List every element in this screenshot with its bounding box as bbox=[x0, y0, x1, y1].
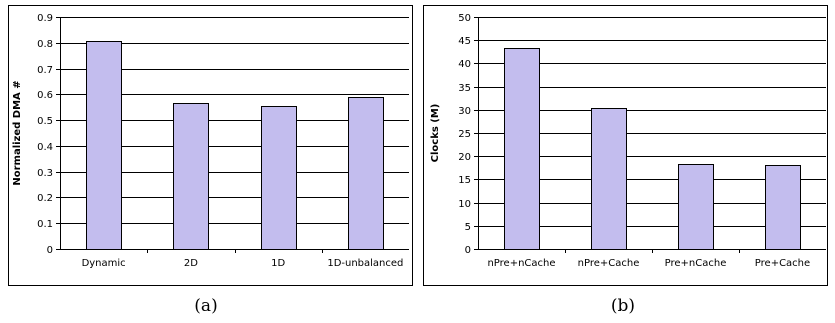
x-tick-label: Pre+nCache bbox=[665, 258, 727, 269]
bar-2d bbox=[173, 103, 209, 250]
y-tick-label: 0.2 bbox=[37, 193, 53, 204]
bar-npre-ncache bbox=[504, 48, 540, 250]
panel-caption: (a) bbox=[194, 296, 217, 316]
chart-a: 0 0.1 0.2 0.3 0.4 0.5 0.6 0.7 0.8 0.9 Dynamic 2D 1D 1… bbox=[8, 5, 413, 316]
bar-1d bbox=[261, 106, 297, 250]
y-tick-label: 0.7 bbox=[37, 65, 53, 76]
bar-1d-unbalanced bbox=[348, 97, 384, 250]
x-tick-label: 1D bbox=[271, 258, 285, 269]
panel-caption: (b) bbox=[611, 296, 635, 316]
chart-panel-b: 0 5 10 15 20 25 30 35 40 45 50 nPre+nCache nPre+Cach… bbox=[418, 0, 835, 323]
y-tick-label: 50 bbox=[458, 13, 471, 24]
x-tick-label: Pre+Cache bbox=[755, 258, 810, 269]
chart-panel-a: 0 0.1 0.2 0.3 0.4 0.5 0.6 0.7 0.8 0.9 Dynamic 2D 1D 1… bbox=[8, 5, 413, 316]
bar-npre-cache bbox=[591, 108, 627, 250]
x-tick-label: Dynamic bbox=[82, 258, 126, 269]
y-axis-title: Clocks (M) bbox=[430, 104, 441, 163]
bar-pre-cache bbox=[765, 165, 801, 250]
y-tick-label: 0.3 bbox=[37, 168, 53, 179]
y-tick-label: 0 bbox=[465, 245, 471, 256]
y-tick-label: 30 bbox=[458, 106, 471, 117]
x-tick-label: 1D-unbalanced bbox=[327, 258, 403, 269]
y-tick-label: 0.1 bbox=[37, 219, 53, 230]
y-tick-label: 10 bbox=[458, 199, 471, 210]
y-axis-title: Normalized DMA # bbox=[12, 80, 23, 185]
y-tick-label: 15 bbox=[458, 175, 471, 186]
chart-frame bbox=[8, 5, 413, 286]
chart-frame bbox=[423, 5, 828, 286]
x-tick-label: nPre+Cache bbox=[578, 258, 640, 269]
y-tick-label: 0.6 bbox=[37, 90, 53, 101]
y-tick-label: 25 bbox=[458, 129, 471, 140]
y-tick-label: 35 bbox=[458, 83, 471, 94]
y-tick-label: 0.4 bbox=[37, 142, 53, 153]
y-tick-label: 5 bbox=[465, 222, 471, 233]
y-tick-label: 20 bbox=[458, 152, 471, 163]
y-tick-label: 0.5 bbox=[37, 116, 53, 127]
y-tick-label: 0 bbox=[47, 245, 53, 256]
y-tick-label: 45 bbox=[458, 36, 471, 47]
y-tick-label: 0.8 bbox=[37, 39, 53, 50]
x-tick-label: 2D bbox=[184, 258, 198, 269]
bar-pre-ncache bbox=[678, 164, 714, 250]
y-tick-label: 0.9 bbox=[37, 13, 53, 24]
bar-dynamic bbox=[86, 41, 122, 250]
chart-b: 0 5 10 15 20 25 30 35 40 45 50 nPre+nCache nPre+Cach… bbox=[423, 5, 828, 316]
y-tick-label: 40 bbox=[458, 59, 471, 70]
x-tick-label: nPre+nCache bbox=[487, 258, 555, 269]
